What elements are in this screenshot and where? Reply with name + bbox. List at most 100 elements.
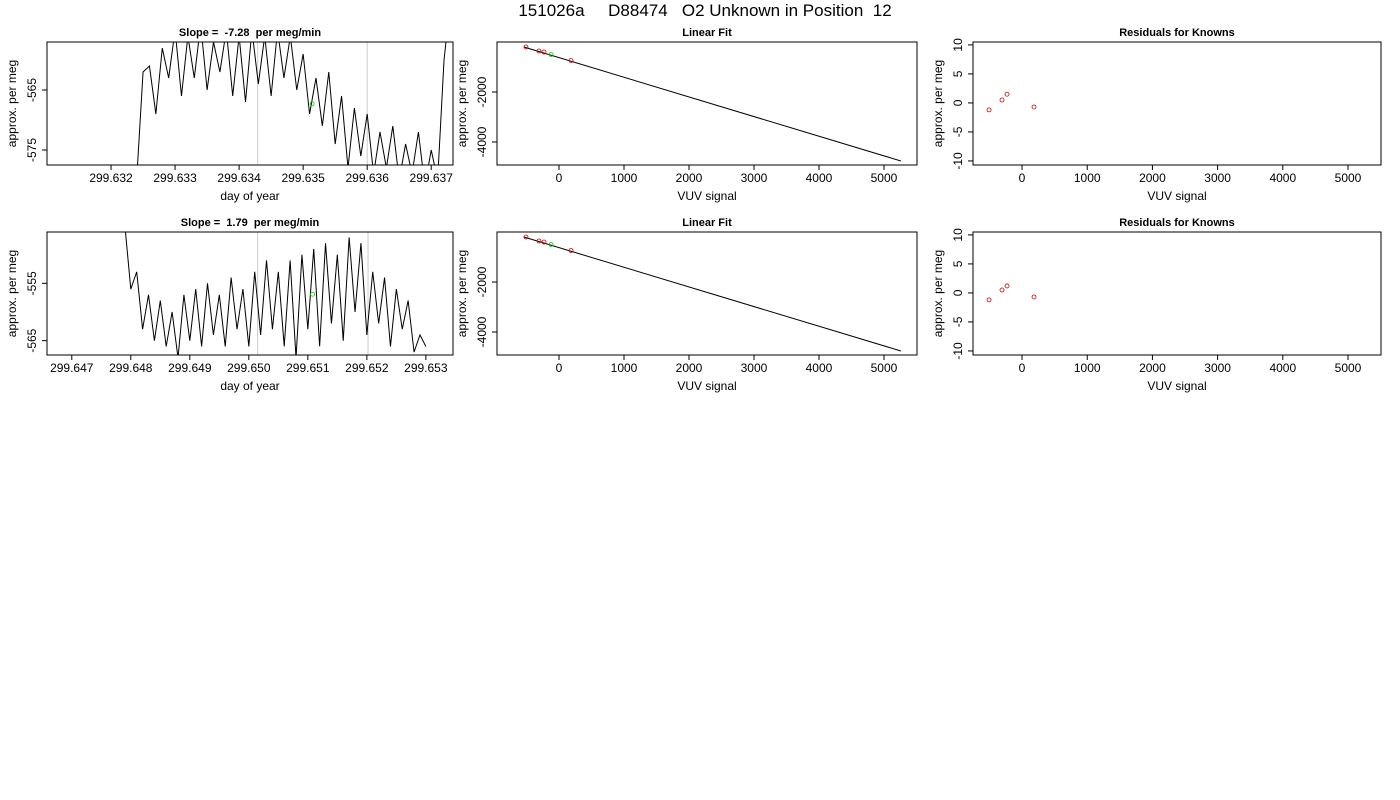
- plot-area: [523, 44, 902, 162]
- x-tick-label: 2000: [1139, 171, 1166, 185]
- y-tick-label: -565: [25, 328, 39, 352]
- page-title: 151026a D88474 O2 Unknown in Position 12: [518, 1, 892, 20]
- plot-area: [986, 91, 1037, 113]
- data-point: [523, 234, 529, 240]
- plot-area: [124, 232, 427, 355]
- x-tick-label: 2000: [1139, 361, 1166, 375]
- x-tick-label: 1000: [611, 361, 638, 375]
- panel: Residuals for Knowns VUV signal approx. pe…: [931, 217, 1382, 393]
- y-tick-label: -4000: [475, 316, 489, 347]
- data-point: [999, 287, 1005, 293]
- x-tick-label: 0: [556, 171, 563, 185]
- plot-frame: [972, 231, 1382, 356]
- data-point: [548, 242, 554, 247]
- x-tick-label: 3000: [741, 171, 768, 185]
- y-tick-label: 0: [951, 99, 965, 106]
- panel-title: Slope = 1.79 per meg/min: [181, 217, 320, 229]
- x-tick-label: 4000: [1269, 361, 1296, 375]
- x-tick-label: 3000: [1204, 361, 1231, 375]
- x-tick-label: 1000: [1074, 171, 1101, 185]
- data-point: [1004, 283, 1010, 289]
- x-tick-label: 5000: [871, 171, 898, 185]
- x-axis-label: VUV signal: [677, 189, 736, 203]
- data-point: [541, 239, 547, 245]
- x-tick-label: 5000: [1335, 171, 1362, 185]
- panel: Residuals for Knowns VUV signal approx. pe…: [931, 27, 1382, 203]
- x-tick-label: 0: [1019, 171, 1026, 185]
- data-point: [548, 52, 554, 57]
- x-tick-label: 299.637: [410, 171, 454, 185]
- x-tick-label: 299.652: [345, 361, 389, 375]
- panel: Linear Fit VUV signal approx. per meg 0 1000…: [455, 27, 918, 203]
- panel-title: Residuals for Knowns: [1119, 217, 1235, 229]
- plot-area: [986, 283, 1037, 303]
- x-tick-label: 299.636: [345, 171, 389, 185]
- x-axis-label: day of year: [220, 379, 279, 393]
- x-tick-label: 299.650: [227, 361, 271, 375]
- x-tick-label: 5000: [871, 361, 898, 375]
- y-tick-label: 0: [951, 289, 965, 296]
- panel: Slope = -7.28 per meg/min day of year appr…: [5, 27, 454, 203]
- data-point: [1004, 91, 1010, 97]
- y-tick-label: -4000: [475, 126, 489, 157]
- panel: Linear Fit VUV signal approx. per meg 0 1000…: [455, 217, 918, 393]
- x-tick-label: 299.647: [50, 361, 94, 375]
- data-point: [523, 44, 529, 50]
- plot-frame: [972, 41, 1382, 166]
- data-line: [523, 236, 902, 352]
- data-point: [536, 48, 542, 54]
- data-point: [1031, 294, 1037, 300]
- plot-area: [523, 234, 902, 352]
- x-tick-label: 0: [1019, 361, 1026, 375]
- data-line: [523, 46, 902, 162]
- data-point: [999, 97, 1005, 103]
- data-line: [124, 232, 427, 355]
- y-tick-label: -575: [25, 138, 39, 162]
- data-point: [541, 49, 547, 55]
- y-tick-label: 10: [951, 228, 965, 242]
- panel-title: Linear Fit: [682, 27, 732, 39]
- plot-frame: [496, 231, 918, 356]
- x-tick-label: 299.648: [109, 361, 153, 375]
- data-point: [309, 101, 315, 107]
- y-tick-label: -555: [25, 271, 39, 295]
- y-tick-label: 5: [951, 70, 965, 77]
- y-axis-label: approx. per meg: [931, 60, 945, 147]
- x-tick-label: 3000: [1204, 171, 1231, 185]
- data-point: [568, 248, 574, 253]
- y-tick-label: -2000: [475, 76, 489, 107]
- panel-title: Slope = -7.28 per meg/min: [179, 27, 321, 39]
- x-tick-label: 299.651: [286, 361, 330, 375]
- x-tick-label: 3000: [741, 361, 768, 375]
- data-point: [310, 291, 315, 297]
- x-tick-label: 1000: [1074, 361, 1101, 375]
- x-axis-label: VUV signal: [1147, 189, 1206, 203]
- data-point: [986, 107, 992, 113]
- y-axis-label: approx. per meg: [5, 60, 19, 147]
- y-tick-label: -5: [951, 126, 965, 137]
- data-line: [137, 42, 447, 165]
- x-axis-label: VUV signal: [1147, 379, 1206, 393]
- x-axis-label: day of year: [220, 189, 279, 203]
- x-axis-label: VUV signal: [677, 379, 736, 393]
- x-tick-label: 4000: [1269, 171, 1296, 185]
- panel-title: Residuals for Knowns: [1119, 27, 1235, 39]
- x-tick-label: 1000: [611, 171, 638, 185]
- x-tick-label: 299.635: [281, 171, 325, 185]
- y-tick-label: -5: [951, 316, 965, 327]
- y-tick-label: -10: [951, 152, 965, 170]
- x-tick-label: 5000: [1335, 361, 1362, 375]
- x-tick-label: 299.653: [404, 361, 448, 375]
- plot-frame: [46, 231, 454, 356]
- data-point: [568, 58, 574, 63]
- y-tick-label: 10: [951, 38, 965, 52]
- y-tick-label: -10: [951, 342, 965, 360]
- data-point: [986, 297, 992, 303]
- plot-frame: [496, 41, 918, 166]
- x-tick-label: 4000: [806, 361, 833, 375]
- y-axis-label: approx. per meg: [455, 60, 469, 147]
- x-tick-label: 4000: [806, 171, 833, 185]
- x-tick-label: 299.634: [217, 171, 261, 185]
- panel-title: Linear Fit: [682, 217, 732, 229]
